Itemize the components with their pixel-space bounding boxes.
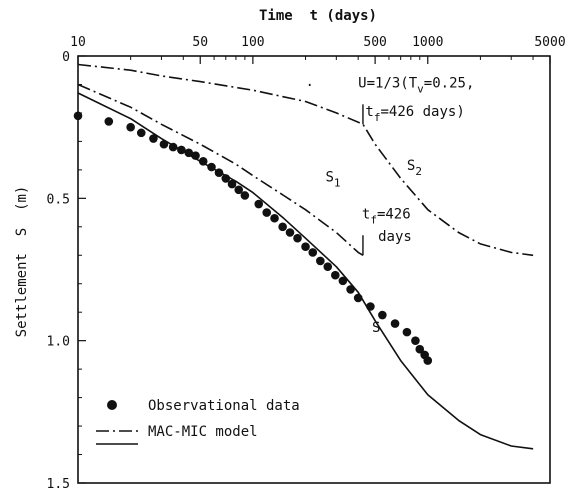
annotation-subscript: 2 — [415, 165, 422, 178]
observational-data-point — [402, 327, 412, 337]
model-curve-dashdot-1 — [77, 83, 364, 256]
annotation-text: =0.25, — [424, 75, 475, 91]
y-axis-title: Settlement S (m) — [14, 186, 30, 338]
observational-data-point — [214, 168, 224, 178]
x-tick-label: 10 — [70, 35, 86, 50]
y-tick-label: 0 — [62, 50, 70, 65]
model-curve-dashdot-2 — [77, 63, 534, 257]
series-layer — [73, 63, 534, 450]
observational-data-point — [198, 157, 208, 166]
observational-data-point — [254, 199, 264, 209]
model-curve-s — [77, 92, 534, 450]
observational-data-point — [240, 191, 250, 200]
annotation-text: =426 — [377, 206, 411, 222]
observational-data-point — [278, 222, 287, 232]
observational-data-point — [338, 276, 348, 286]
x-axis-title: Time t (days) — [259, 8, 377, 24]
annotation-text: S — [407, 158, 415, 174]
observational-data-point — [316, 256, 325, 266]
observational-data-point — [104, 117, 114, 126]
observational-data-point — [168, 142, 178, 152]
observational-data-point — [159, 139, 169, 149]
observational-data-point — [207, 162, 216, 172]
annotation-text: t — [362, 206, 370, 222]
annotation-text: =426 days) — [380, 104, 464, 120]
annotation-text: S — [325, 169, 333, 185]
annotation-u_line1: U=1/3(Tv=0.25, — [358, 75, 474, 95]
annotation-text: U=1/3(T — [358, 75, 418, 91]
observational-data-point — [262, 208, 272, 217]
observational-data-point — [411, 336, 420, 345]
annotation-stray_dot: · — [306, 78, 314, 94]
annotation-subscript: f — [374, 111, 381, 124]
x-tick-label: 5000 — [534, 35, 565, 50]
observational-data-point — [184, 148, 194, 158]
annotation-subscript: 1 — [334, 176, 341, 189]
legend: Observational data MAC-MIC model — [96, 398, 300, 445]
observational-data-point — [221, 174, 231, 183]
observational-data-point — [191, 151, 200, 160]
observational-data-point — [149, 134, 158, 143]
observational-data-point — [270, 213, 279, 223]
annotation-s1_label: S1 — [325, 169, 340, 189]
annotation-s2_label: S2 — [407, 158, 422, 178]
axes: 10 50 100 500 1000 5000 0 0.5 1.0 1.5 Time t (days… — [14, 8, 566, 490]
x-tick-label: 500 — [363, 35, 386, 50]
annotation-subscript: v — [417, 82, 424, 95]
annotation-text: t — [365, 104, 373, 120]
observational-data-point — [301, 242, 310, 252]
annotation-tf_line2: days — [378, 229, 412, 245]
observational-data-point — [293, 233, 302, 243]
y-tick-label: 0.5 — [47, 192, 70, 207]
x-tick-label: 1000 — [412, 35, 443, 50]
observational-data-point — [285, 228, 295, 237]
annotation-u_line2: tf=426 days) — [365, 104, 464, 124]
annotation-s_label: S — [372, 320, 380, 336]
observational-data-point — [390, 319, 400, 328]
x-tick-label: 100 — [241, 35, 264, 50]
observational-data-point — [126, 122, 135, 132]
observational-data-point — [136, 128, 146, 138]
observational-data-point — [227, 179, 237, 189]
legend-dot-marker — [107, 400, 117, 410]
observational-data-point — [177, 145, 186, 155]
legend-label-model: MAC-MIC model — [148, 424, 258, 440]
y-tick-label: 1.0 — [47, 335, 70, 350]
observational-data-point — [234, 185, 244, 195]
observational-data-point — [415, 344, 425, 354]
observational-data-point — [353, 293, 363, 303]
x-tick-label: 50 — [192, 35, 208, 50]
observational-data-point — [366, 302, 375, 311]
observational-data-point — [308, 248, 318, 257]
plot-frame — [77, 55, 551, 484]
y-tick-label: 1.5 — [47, 477, 70, 490]
observational-data-point — [378, 310, 387, 320]
annotation-subscript: f — [370, 213, 377, 226]
observational-data-point — [323, 262, 333, 271]
observational-data-point — [423, 356, 433, 365]
plot-border — [77, 55, 551, 484]
annotation-tf_line1: tf=426 — [362, 206, 411, 226]
observational-data-point — [73, 111, 83, 121]
observational-data-point — [331, 270, 340, 280]
observational-data-point — [346, 285, 355, 294]
legend-label-observational: Observational data — [148, 398, 300, 414]
